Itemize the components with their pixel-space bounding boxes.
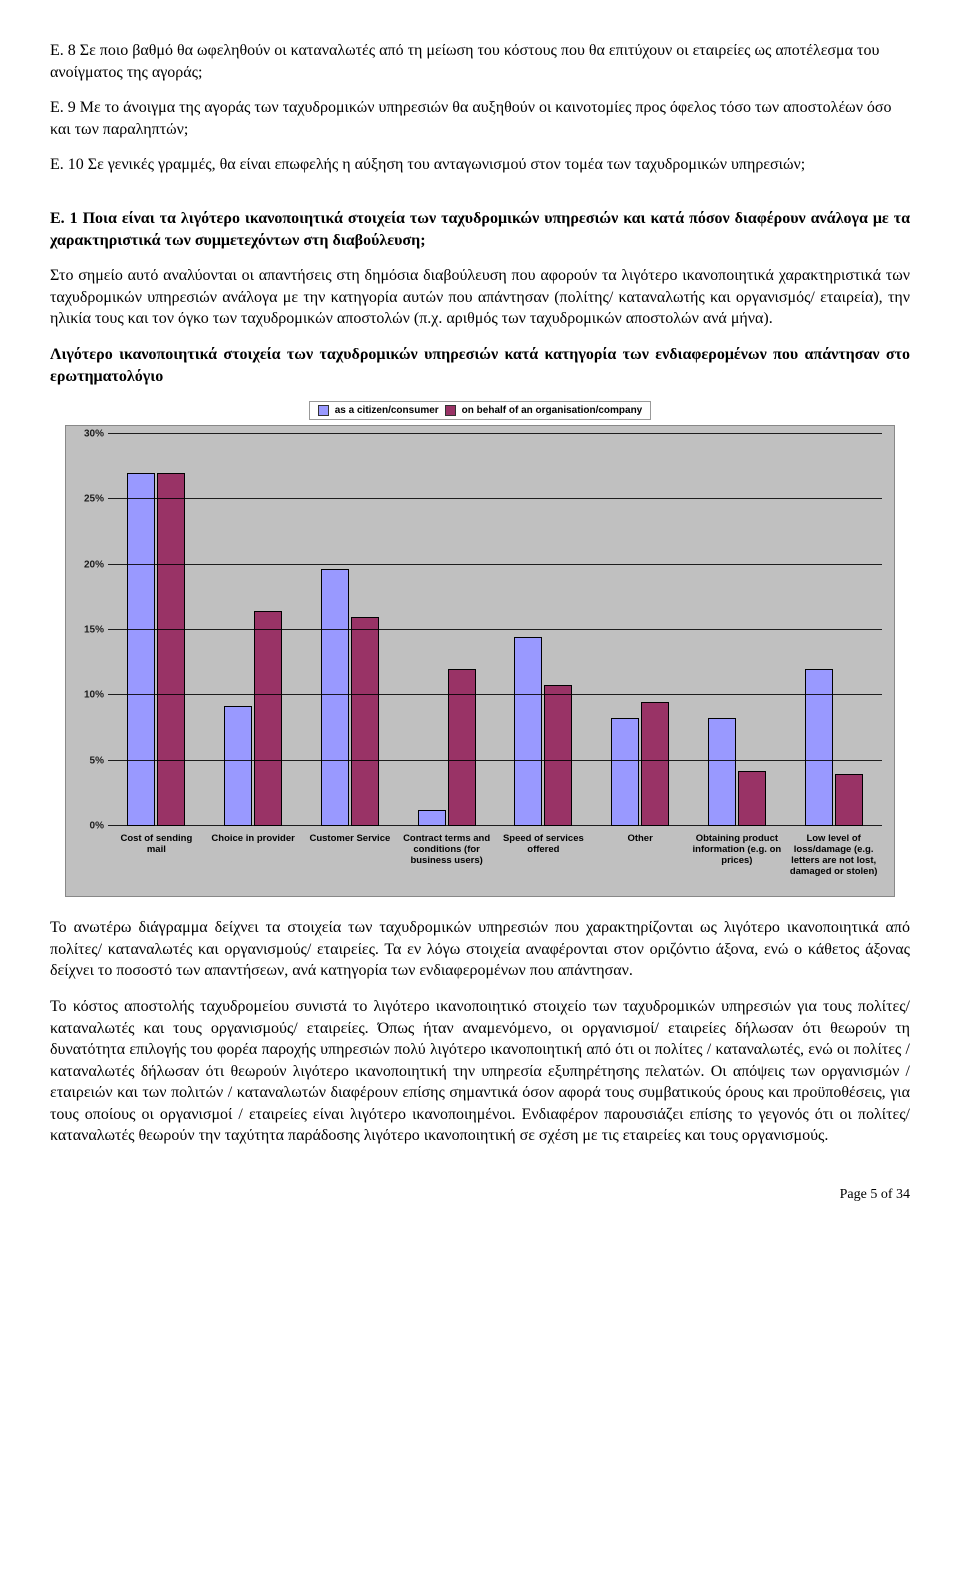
chart-category (689, 434, 786, 826)
x-axis-label: Obtaining product information (e.g. on p… (689, 830, 786, 892)
chart-bar (544, 685, 572, 826)
gridline: 25% (108, 498, 882, 499)
para-e10: Ε. 10 Σε γενικές γραμμές, θα είναι επωφε… (50, 154, 910, 176)
chart-category (205, 434, 302, 826)
question-1-heading: Ε. 1 Ποια είναι τα λιγότερο ικανοποιητικ… (50, 208, 910, 251)
chart-category (495, 434, 592, 826)
legend-swatch (318, 405, 329, 416)
chart-bar (351, 617, 379, 826)
x-axis-label: Contract terms and conditions (for busin… (398, 830, 495, 892)
chart-bar (641, 702, 669, 826)
gridline: 10% (108, 694, 882, 695)
x-axis-label: Other (592, 830, 689, 892)
page-footer: Page 5 of 34 (50, 1187, 910, 1203)
chart-bar (157, 473, 185, 826)
chart-bar (448, 669, 476, 826)
y-axis-label: 30% (70, 429, 104, 440)
chart-bar (127, 473, 155, 826)
chart-bar (254, 611, 282, 827)
gridline: 15% (108, 629, 882, 630)
x-axis-label: Choice in provider (205, 830, 302, 892)
y-axis-label: 25% (70, 494, 104, 505)
chart-category (785, 434, 882, 826)
para-analysis-1: Στο σημείο αυτό αναλύονται οι απαντήσεις… (50, 265, 910, 330)
gridline: 20% (108, 564, 882, 565)
chart-bar (738, 771, 766, 826)
chart-bar (224, 706, 252, 826)
chart-bar (611, 718, 639, 826)
x-axis-label: Customer Service (302, 830, 399, 892)
chart-bar (805, 669, 833, 826)
legend-label: on behalf of an organisation/company (462, 405, 643, 416)
gridline: 5% (108, 760, 882, 761)
para-after-chart-2: Το κόστος αποστολής ταχυδρομείου συνιστά… (50, 996, 910, 1147)
chart-category (592, 434, 689, 826)
chart-bar (708, 718, 736, 826)
y-axis-label: 0% (70, 821, 104, 832)
chart-category (108, 434, 205, 826)
legend-label: as a citizen/consumer (335, 405, 439, 416)
chart-bar (321, 569, 349, 826)
para-e8: Ε. 8 Σε ποιο βαθμό θα ωφεληθούν οι καταν… (50, 40, 910, 83)
y-axis-label: 20% (70, 559, 104, 570)
y-axis-label: 15% (70, 625, 104, 636)
legend-swatch (445, 405, 456, 416)
chart-category (398, 434, 495, 826)
y-axis-label: 10% (70, 690, 104, 701)
x-axis-label: Speed of services offered (495, 830, 592, 892)
para-after-chart-1: Το ανωτέρω διάγραμμα δείχνει τα στοιχεία… (50, 917, 910, 982)
chart-bar (835, 774, 863, 826)
chart-bar (418, 810, 446, 826)
x-axis-label: Cost of sending mail (108, 830, 205, 892)
para-e9: Ε. 9 Με το άνοιγμα της αγοράς των ταχυδρ… (50, 97, 910, 140)
chart-category (302, 434, 399, 826)
chart-title: Λιγότερο ικανοποιητικά στοιχεία των ταχυ… (50, 344, 910, 387)
chart-legend: as a citizen/consumer on behalf of an org… (309, 401, 652, 420)
chart-bar (514, 637, 542, 826)
x-axis-label: Low level of loss/damage (e.g. letters a… (785, 830, 882, 892)
bar-chart: as a citizen/consumer on behalf of an org… (65, 401, 895, 897)
gridline: 30% (108, 433, 882, 434)
y-axis-label: 5% (70, 755, 104, 766)
gridline: 0% (108, 825, 882, 826)
